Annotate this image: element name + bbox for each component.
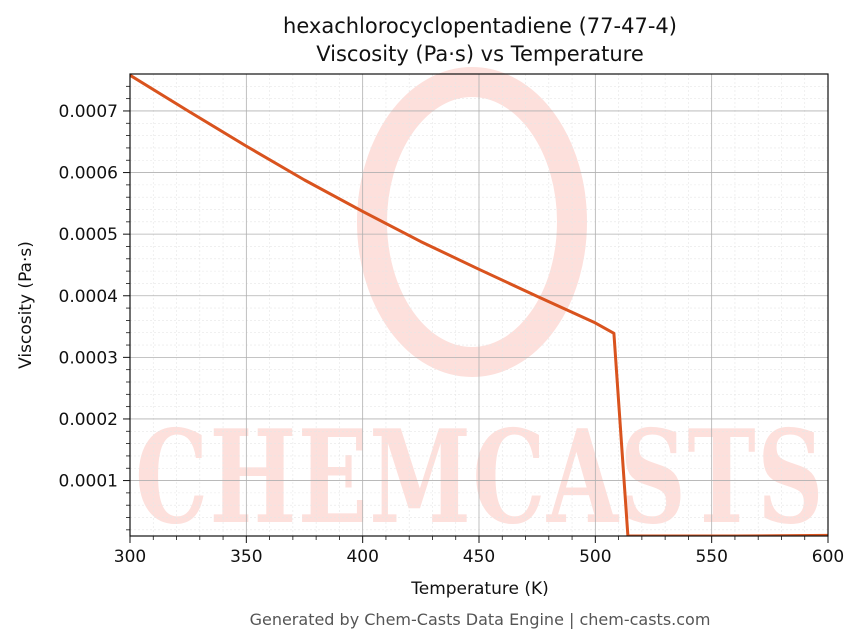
axis-ticks <box>123 85 829 543</box>
y-axis-label: Viscosity (Pa·s) <box>16 241 36 369</box>
footer-credit: Generated by Chem-Casts Data Engine | ch… <box>250 610 711 629</box>
y-tick-label: 0.0007 <box>59 102 118 122</box>
chart-title: hexachlorocyclopentadiene (77-47-4) <box>283 14 677 38</box>
series-group <box>130 74 828 536</box>
chart-subtitle: Viscosity (Pa·s) vs Temperature <box>316 42 644 66</box>
y-tick-label: 0.0004 <box>59 287 118 307</box>
x-tick-label: 600 <box>812 547 844 567</box>
x-tick-label: 400 <box>346 547 378 567</box>
watermark-text: CHEMCASTS <box>135 403 825 553</box>
y-tick-label: 0.0005 <box>59 225 118 245</box>
x-tick-label: 300 <box>114 547 146 567</box>
y-tick-label: 0.0006 <box>59 164 118 184</box>
chemcasts-watermark: CHEMCASTS <box>135 67 825 553</box>
x-tick-label: 500 <box>579 547 611 567</box>
x-tick-label: 550 <box>695 547 727 567</box>
y-tick-label: 0.0001 <box>59 472 118 492</box>
x-axis-label: Temperature (K) <box>410 579 549 599</box>
y-tick-label: 0.0003 <box>59 348 118 368</box>
x-tick-label: 450 <box>463 547 495 567</box>
y-tick-label: 0.0002 <box>59 410 118 430</box>
major-gridlines <box>129 74 829 536</box>
tick-labels: 300 350 400 450 500 550 600 0.0001 0.0002 0.0003 0… <box>59 102 845 567</box>
series-line <box>130 74 828 536</box>
x-tick-label: 350 <box>230 547 262 567</box>
